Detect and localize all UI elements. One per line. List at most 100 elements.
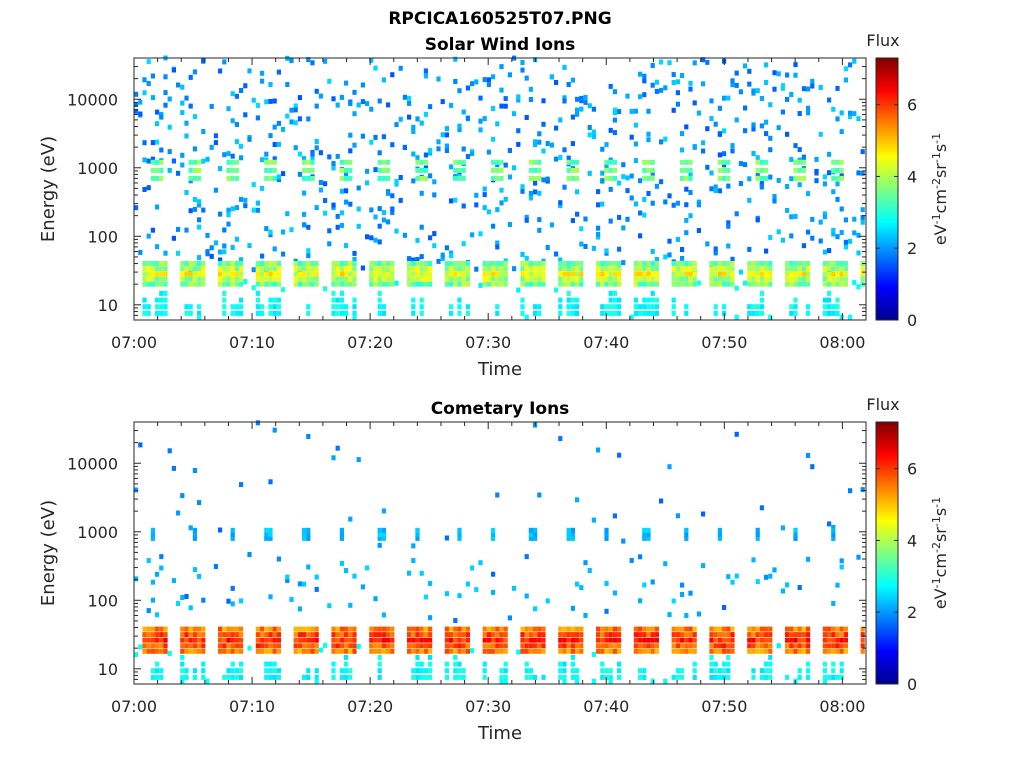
flux-cell	[390, 643, 395, 649]
flux-cell	[150, 227, 155, 233]
flux-cell	[860, 149, 865, 155]
x-tick-label: 07:30	[465, 697, 511, 716]
flux-cell	[646, 310, 651, 316]
flux-cell	[717, 159, 722, 165]
flux-cell	[461, 261, 466, 266]
flux-cell	[713, 188, 718, 193]
flux-cell	[344, 310, 349, 316]
flux-cell	[457, 668, 462, 674]
flux-cell	[264, 151, 269, 157]
flux-cell	[302, 531, 307, 537]
flux-cell	[617, 632, 622, 638]
flux-cell	[373, 134, 378, 140]
flux-cell	[407, 570, 412, 576]
flux-cell	[713, 626, 718, 632]
flux-cell	[570, 159, 575, 165]
flux-cell	[310, 637, 315, 643]
flux-cell	[822, 678, 827, 684]
flux-cell	[222, 648, 227, 654]
flux-cell	[344, 637, 349, 643]
flux-cell	[297, 637, 302, 643]
flux-cell	[822, 276, 827, 282]
flux-cell	[650, 82, 655, 88]
panel-title: Solar Wind Ions	[425, 35, 576, 55]
flux-cell	[612, 304, 617, 310]
flux-cell	[398, 65, 403, 71]
flux-cell	[155, 281, 160, 287]
flux-cell	[381, 310, 386, 316]
flux-cell	[797, 637, 802, 643]
flux-cell	[394, 122, 399, 128]
flux-cell	[491, 531, 496, 537]
flux-cell	[150, 643, 155, 649]
flux-cell	[218, 266, 223, 272]
flux-cell	[373, 65, 378, 71]
flux-cell	[184, 637, 189, 643]
flux-cell	[339, 674, 344, 680]
flux-cell	[528, 632, 533, 638]
flux-cell	[180, 162, 185, 168]
flux-cell	[596, 189, 601, 195]
flux-cell	[197, 281, 202, 287]
flux-cell	[755, 271, 760, 277]
flux-cell	[150, 167, 155, 173]
x-tick-label: 07:20	[347, 333, 393, 352]
flux-cell	[608, 648, 613, 654]
flux-cell	[755, 643, 760, 649]
flux-cell	[638, 626, 643, 632]
flux-cell	[348, 101, 353, 106]
flux-cell	[843, 266, 848, 272]
flux-cell	[159, 304, 164, 310]
flux-cell	[646, 304, 651, 310]
flux-cell	[764, 674, 769, 680]
flux-cell	[600, 146, 605, 152]
flux-cell	[150, 632, 155, 638]
flux-cell	[188, 648, 193, 654]
flux-cell	[457, 648, 462, 654]
flux-cell	[554, 287, 559, 293]
flux-cell	[789, 648, 794, 654]
flux-cell	[839, 668, 844, 674]
flux-cell	[680, 632, 685, 638]
flux-cell	[415, 256, 420, 262]
flux-cell	[230, 159, 235, 165]
flux-cell	[352, 648, 357, 654]
flux-cell	[692, 60, 697, 66]
flux-cell	[680, 271, 685, 277]
colorbar-label: eV-1cm-2sr-1s-1	[930, 497, 951, 609]
flux-cell	[831, 227, 836, 233]
flux-cell	[264, 271, 269, 277]
flux-cell	[234, 139, 239, 145]
flux-cell	[197, 175, 202, 181]
flux-cell	[423, 152, 428, 158]
flux-cell	[835, 582, 840, 588]
flux-cell	[646, 191, 651, 196]
flux-cell	[751, 266, 756, 272]
flux-cell	[860, 207, 865, 213]
flux-cell	[184, 281, 189, 287]
flux-cell	[365, 180, 370, 186]
flux-cell	[134, 652, 139, 658]
flux-cell	[159, 266, 164, 272]
flux-cell	[604, 261, 609, 266]
flux-cell	[629, 173, 634, 179]
flux-cell	[339, 648, 344, 654]
flux-cell	[772, 86, 777, 92]
flux-cell	[806, 266, 811, 272]
flux-cell	[730, 637, 735, 643]
flux-cell	[377, 167, 382, 173]
flux-cell	[701, 148, 706, 154]
flux-cell	[827, 290, 832, 296]
flux-cell	[755, 648, 760, 654]
flux-cell	[335, 632, 340, 638]
flux-cell	[680, 175, 685, 181]
flux-cell	[360, 99, 365, 105]
flux-cell	[331, 455, 336, 461]
flux-cell	[701, 511, 706, 517]
flux-cell	[537, 310, 542, 316]
flux-cell	[230, 637, 235, 643]
flux-cell	[713, 668, 718, 674]
flux-cell	[570, 605, 575, 611]
flux-cell	[272, 124, 277, 130]
flux-cell	[638, 71, 643, 77]
